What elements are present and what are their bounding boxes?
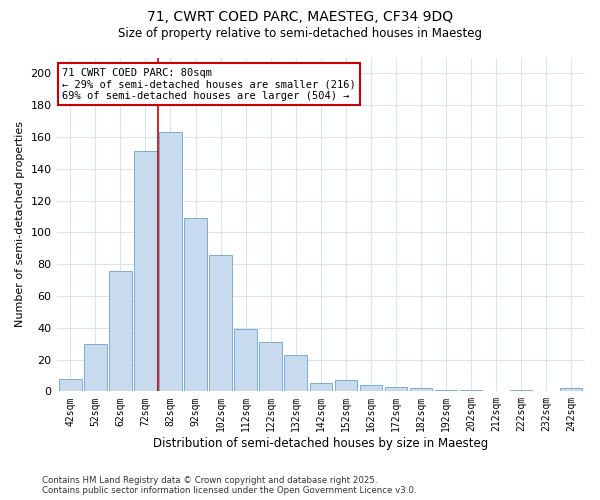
- Text: 71, CWRT COED PARC, MAESTEG, CF34 9DQ: 71, CWRT COED PARC, MAESTEG, CF34 9DQ: [147, 10, 453, 24]
- Bar: [435, 390, 457, 392]
- Bar: [109, 270, 131, 392]
- Bar: [184, 218, 207, 392]
- Bar: [410, 388, 432, 392]
- Text: Contains HM Land Registry data © Crown copyright and database right 2025.
Contai: Contains HM Land Registry data © Crown c…: [42, 476, 416, 495]
- Bar: [560, 388, 583, 392]
- Bar: [209, 254, 232, 392]
- Bar: [359, 385, 382, 392]
- Bar: [510, 390, 532, 392]
- Bar: [159, 132, 182, 392]
- Bar: [385, 386, 407, 392]
- X-axis label: Distribution of semi-detached houses by size in Maesteg: Distribution of semi-detached houses by …: [153, 437, 488, 450]
- Bar: [84, 344, 107, 392]
- Text: 71 CWRT COED PARC: 80sqm
← 29% of semi-detached houses are smaller (216)
69% of : 71 CWRT COED PARC: 80sqm ← 29% of semi-d…: [62, 68, 356, 100]
- Bar: [259, 342, 282, 392]
- Bar: [235, 330, 257, 392]
- Text: Size of property relative to semi-detached houses in Maesteg: Size of property relative to semi-detach…: [118, 28, 482, 40]
- Bar: [460, 390, 482, 392]
- Bar: [134, 152, 157, 392]
- Bar: [59, 378, 82, 392]
- Bar: [335, 380, 357, 392]
- Y-axis label: Number of semi-detached properties: Number of semi-detached properties: [15, 122, 25, 328]
- Bar: [310, 384, 332, 392]
- Bar: [284, 355, 307, 392]
